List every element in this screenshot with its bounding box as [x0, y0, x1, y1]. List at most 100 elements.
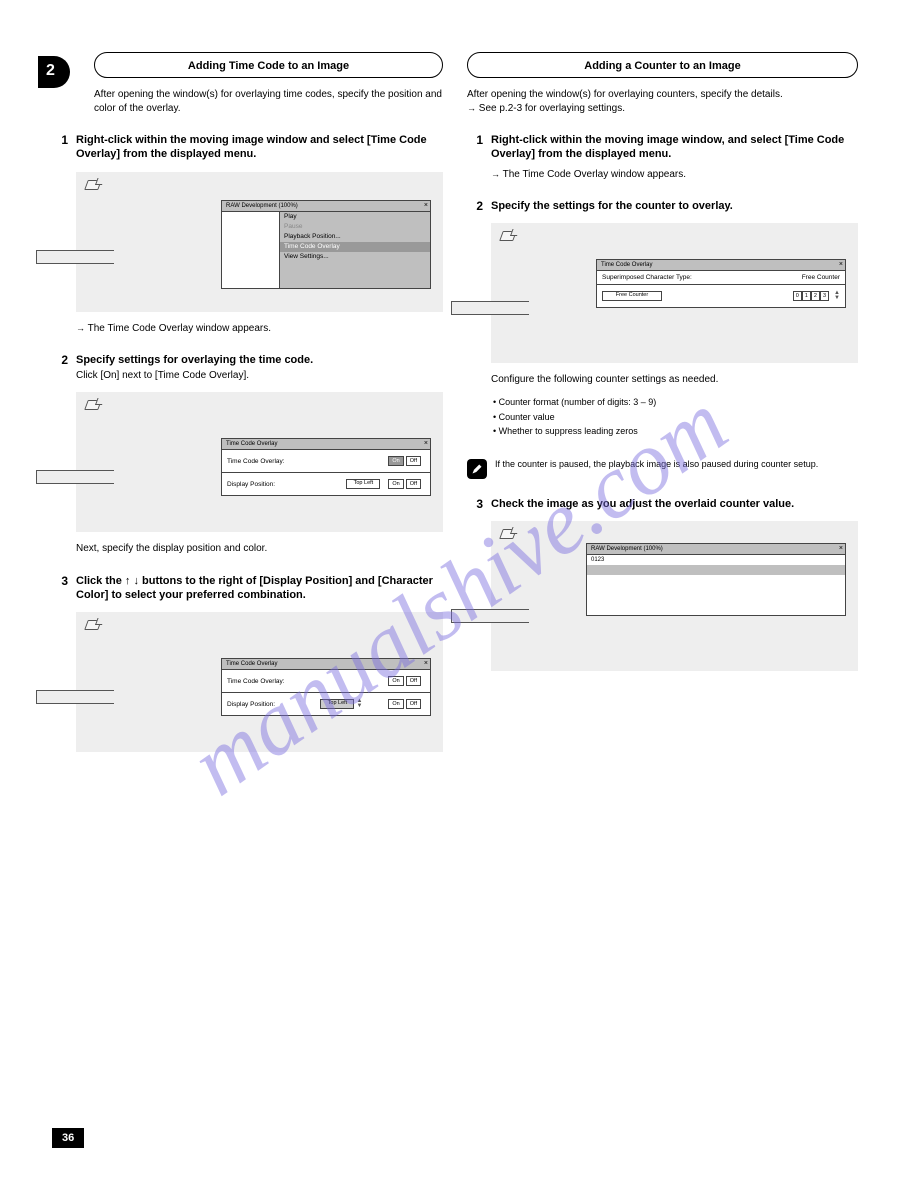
- window-title: Time Code Overlay×: [222, 659, 430, 670]
- left-panel-1: RAW Development (100%)× Play Pause Playb…: [76, 172, 443, 312]
- table-row: [587, 605, 845, 615]
- spinner-icon[interactable]: ▲▼: [356, 699, 362, 709]
- table-row: [587, 565, 845, 575]
- tab-handle: [36, 470, 114, 484]
- step-result: The Time Code Overlay window appears.: [76, 322, 443, 336]
- close-icon[interactable]: ×: [839, 545, 843, 552]
- close-icon[interactable]: ×: [424, 202, 428, 209]
- digit: 0: [793, 291, 802, 301]
- sd-card-icon: [84, 620, 102, 630]
- window-title: RAW Development (100%)×: [222, 201, 430, 212]
- step-number: 2: [467, 199, 483, 213]
- sd-card-icon: [499, 529, 517, 539]
- close-icon[interactable]: ×: [839, 261, 843, 268]
- digit: 2: [811, 291, 820, 301]
- left-panel-2: Time Code Overlay× Time Code Overlay: On…: [76, 392, 443, 532]
- field-label: Display Position:: [227, 701, 275, 708]
- section-heading-left: Adding Time Code to an Image: [94, 52, 443, 78]
- right-intro: After opening the window(s) for overlayi…: [467, 88, 858, 115]
- right-panel-1: Time Code Overlay× Superimposed Characte…: [491, 223, 858, 363]
- menu-item-selected[interactable]: Time Code Overlay: [280, 242, 430, 252]
- step-text: Right-click within the moving image wind…: [76, 133, 443, 162]
- step-number: 1: [467, 133, 483, 162]
- overlay-counter: 0123: [587, 555, 845, 565]
- off-button[interactable]: Off: [406, 699, 421, 709]
- right-panel-2: RAW Development (100%)× 0123: [491, 521, 858, 671]
- step-text: Click the buttons to the right of [Displ…: [76, 574, 443, 603]
- section-heading-right: Adding a Counter to an Image: [467, 52, 858, 78]
- chapter-number: 2: [46, 62, 55, 80]
- on-button[interactable]: On: [388, 676, 403, 686]
- chapter-tab: 2: [38, 56, 70, 88]
- step-number: 1: [52, 133, 68, 162]
- step-number: 3: [52, 574, 68, 603]
- on-button[interactable]: On: [388, 479, 403, 489]
- off-button[interactable]: Off: [406, 479, 421, 489]
- step-result: Next, specify the display position and c…: [76, 542, 443, 556]
- right-step-1: 1 Right-click within the moving image wi…: [467, 133, 858, 162]
- sd-card-icon: [84, 180, 102, 190]
- close-icon[interactable]: ×: [424, 440, 428, 447]
- arrow-right-icon: [76, 322, 85, 336]
- display-position-value: Top Left: [346, 479, 380, 489]
- right-column: Adding a Counter to an Image After openi…: [467, 52, 858, 762]
- step-text: Specify settings for overlaying the time…: [76, 353, 313, 382]
- page-number: 36: [52, 1128, 84, 1148]
- right-step-3: 3 Check the image as you adjust the over…: [467, 497, 858, 511]
- list-item: Counter value: [491, 412, 858, 424]
- menu-item[interactable]: View Settings...: [280, 252, 430, 262]
- right-step-2: 2 Specify the settings for the counter t…: [467, 199, 858, 213]
- left-intro: After opening the window(s) for overlayi…: [94, 88, 443, 115]
- tab-handle: [36, 250, 114, 264]
- close-icon[interactable]: ×: [424, 660, 428, 667]
- step-number: 2: [52, 353, 68, 382]
- window-title: Time Code Overlay×: [222, 439, 430, 450]
- field-label: Superimposed Character Type:: [602, 274, 692, 281]
- left-panel-3: Time Code Overlay× Time Code Overlay: On…: [76, 612, 443, 752]
- arrow-right-icon: [467, 102, 476, 116]
- note-block: If the counter is paused, the playback i…: [467, 459, 858, 479]
- counter-label-box: Free Counter: [602, 291, 662, 301]
- tab-handle: [36, 690, 114, 704]
- sd-card-icon: [84, 400, 102, 410]
- list-item: Counter format (number of digits: 3 – 9): [491, 397, 858, 409]
- step-text: Specify the settings for the counter to …: [491, 199, 733, 213]
- note-text: If the counter is paused, the playback i…: [495, 459, 818, 479]
- digit: 1: [802, 291, 811, 301]
- list-item: Whether to suppress leading zeros: [491, 426, 858, 438]
- menu-item[interactable]: Play: [280, 212, 430, 222]
- on-button[interactable]: On: [388, 699, 403, 709]
- digit: 3: [820, 291, 829, 301]
- step-text: Right-click within the moving image wind…: [491, 133, 858, 162]
- step-text: Check the image as you adjust the overla…: [491, 497, 794, 511]
- left-step-1: 1 Right-click within the moving image wi…: [52, 133, 443, 162]
- menu-item[interactable]: Pause: [280, 222, 430, 232]
- left-step-2: 2 Specify settings for overlaying the ti…: [52, 353, 443, 382]
- off-button[interactable]: Off: [406, 676, 421, 686]
- updown-arrows-icon: [125, 575, 139, 587]
- window-title: Time Code Overlay×: [597, 260, 845, 271]
- spinner-icon[interactable]: ▲▼: [834, 291, 840, 301]
- arrow-right-icon: [491, 168, 500, 182]
- off-button[interactable]: Off: [406, 456, 421, 466]
- table-row: [587, 575, 845, 585]
- field-label: Display Position:: [227, 481, 275, 488]
- field-label: Time Code Overlay:: [227, 458, 285, 465]
- window-title: RAW Development (100%)×: [587, 544, 845, 555]
- pencil-icon: [467, 459, 487, 479]
- left-step-3: 3 Click the buttons to the right of [Dis…: [52, 574, 443, 603]
- list-intro: Configure the following counter settings…: [491, 373, 858, 387]
- field-label: Time Code Overlay:: [227, 678, 285, 685]
- field-value: Free Counter: [802, 274, 840, 281]
- step-number: 3: [467, 497, 483, 511]
- on-button[interactable]: On: [388, 456, 403, 466]
- display-position-value[interactable]: Top Left: [320, 699, 354, 709]
- table-row: [587, 585, 845, 595]
- tab-handle: [451, 301, 529, 315]
- left-column: Adding Time Code to an Image After openi…: [52, 52, 443, 762]
- table-row: [587, 595, 845, 605]
- menu-item[interactable]: Playback Position...: [280, 232, 430, 242]
- sd-card-icon: [499, 231, 517, 241]
- tab-handle: [451, 609, 529, 623]
- step-result: The Time Code Overlay window appears.: [491, 168, 858, 182]
